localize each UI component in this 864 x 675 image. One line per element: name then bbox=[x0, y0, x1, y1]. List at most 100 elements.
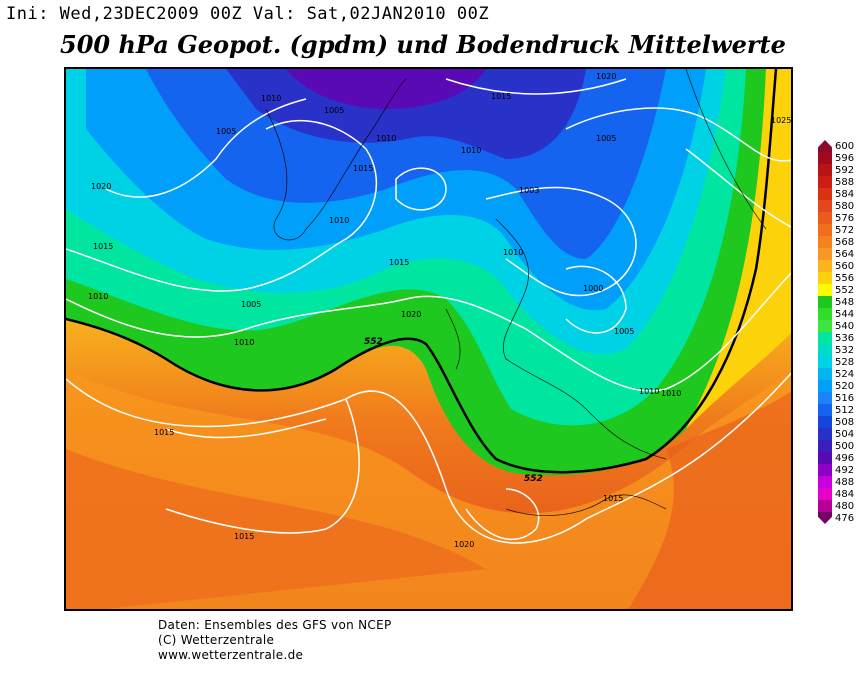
colorbar-swatch bbox=[818, 320, 832, 332]
isobar-label: 1025 bbox=[771, 116, 791, 125]
colorbar-level-label: 564 bbox=[835, 249, 855, 260]
colorbar-swatch bbox=[818, 260, 832, 272]
colorbar-level-label: 592 bbox=[835, 165, 855, 176]
colorbar-level-label: 484 bbox=[835, 489, 855, 500]
colorbar-swatch bbox=[818, 368, 832, 380]
isobar-label: 1005 bbox=[614, 327, 634, 336]
colorbar-level-label: 576 bbox=[835, 213, 855, 224]
isobar-label: 1005 bbox=[216, 127, 236, 136]
colorbar-level-label: 520 bbox=[835, 381, 855, 392]
colorbar-swatch bbox=[818, 512, 832, 524]
colorbar-swatch bbox=[818, 464, 832, 476]
colorbar-swatch bbox=[818, 380, 832, 392]
isobar-label: 1020 bbox=[454, 540, 474, 549]
colorbar-swatch bbox=[818, 236, 832, 248]
isobar-label: 1015 bbox=[389, 258, 409, 267]
isobar-label: 1010 bbox=[261, 94, 281, 103]
isobars bbox=[66, 78, 791, 544]
website: www.wetterzentrale.de bbox=[158, 648, 304, 662]
colorbar-swatch bbox=[818, 140, 832, 152]
colorbar-swatch bbox=[818, 308, 832, 320]
colorbar-level-label: 548 bbox=[835, 297, 855, 308]
data-source: Daten: Ensembles des GFS von NCEP bbox=[158, 618, 392, 632]
isobar-label: 1010 bbox=[376, 134, 396, 143]
coastlines bbox=[265, 69, 767, 516]
isobar-label: 1020 bbox=[91, 182, 111, 191]
colorbar-swatch bbox=[818, 212, 832, 224]
colorbar-swatch bbox=[818, 296, 832, 308]
colorbar-level-label: 568 bbox=[835, 237, 855, 248]
colorbar-swatch bbox=[818, 452, 832, 464]
colorbar-swatch bbox=[818, 284, 832, 296]
contour-552 bbox=[66, 69, 778, 474]
contour-552-label: 552 bbox=[524, 474, 543, 484]
copyright: (C) Wetterzentrale bbox=[158, 633, 275, 647]
colorbar-level-label: 552 bbox=[835, 285, 855, 296]
colorbar-swatch bbox=[818, 356, 832, 368]
colorbar-level-label: 504 bbox=[835, 429, 855, 440]
map-canvas: 1020 1010 1005 1015 1005 1010 1005 1010 … bbox=[66, 69, 791, 609]
isobar-label: 1015 bbox=[234, 532, 254, 541]
isobar-label: 1010 bbox=[639, 387, 659, 396]
isobar-label: 1005 bbox=[324, 106, 344, 115]
colorbar-level-label: 556 bbox=[835, 273, 855, 284]
isobar-label: 1000 bbox=[583, 284, 603, 293]
colorbar-swatch bbox=[818, 392, 832, 404]
colorbar-level-label: 572 bbox=[835, 225, 855, 236]
colorbar-level-label: 480 bbox=[835, 501, 855, 512]
chart-title: 500 hPa Geopot. (gpdm) und Bodendruck Mi… bbox=[60, 30, 786, 59]
isobar-label: 1010 bbox=[661, 389, 681, 398]
colorbar-level-label: 516 bbox=[835, 393, 855, 404]
colorbar-swatch bbox=[818, 224, 832, 236]
colorbar-level-label: 524 bbox=[835, 369, 855, 380]
isobar-label: 1010 bbox=[88, 292, 108, 301]
colorbar-level-label: 528 bbox=[835, 357, 855, 368]
colorbar-swatch bbox=[818, 152, 832, 164]
colorbar-level-label: 508 bbox=[835, 417, 855, 428]
colorbar-swatch bbox=[818, 188, 832, 200]
colorbar-swatch bbox=[818, 176, 832, 188]
isobar-label: 1015 bbox=[154, 428, 174, 437]
colorbar-level-label: 492 bbox=[835, 465, 855, 476]
colorbar-swatch bbox=[818, 416, 832, 428]
isobar-label: 1015 bbox=[93, 242, 113, 251]
colorbar-level-label: 544 bbox=[835, 309, 855, 320]
colorbar-level-label: 540 bbox=[835, 321, 855, 332]
isobar-label: 1010 bbox=[503, 248, 523, 257]
colorbar-level-label: 476 bbox=[835, 513, 855, 524]
yellow-east bbox=[686, 69, 791, 429]
colorbar-swatch bbox=[818, 428, 832, 440]
colorbar-level-label: 580 bbox=[835, 201, 855, 212]
pressure-labels: 1020 1010 1005 1015 1005 1010 1005 1010 … bbox=[88, 72, 791, 549]
colorbar-level-label: 560 bbox=[835, 261, 855, 272]
colorbar-level-label: 600 bbox=[835, 141, 855, 152]
colorbar-level-label: 532 bbox=[835, 345, 855, 356]
east-orange bbox=[628, 391, 791, 609]
colorbar-swatch bbox=[818, 200, 832, 212]
colorbar-swatch bbox=[818, 272, 832, 284]
isobar-label: 1010 bbox=[329, 216, 349, 225]
deep-orange-band bbox=[66, 449, 486, 609]
run-info: Ini: Wed,23DEC2009 00Z Val: Sat,02JAN201… bbox=[6, 4, 490, 24]
contour-552-label: 552 bbox=[364, 337, 383, 347]
isobar-label: 1005 bbox=[241, 300, 261, 309]
purple-core bbox=[286, 69, 486, 109]
isobar-label: 1003 bbox=[519, 186, 539, 195]
colorbar-swatch bbox=[818, 344, 832, 356]
isobar-label: 1015 bbox=[491, 92, 511, 101]
colorbar-swatch bbox=[818, 440, 832, 452]
colorbar-level-label: 596 bbox=[835, 153, 855, 164]
colorbar-swatch bbox=[818, 488, 832, 500]
isobar-label: 1015 bbox=[353, 164, 373, 173]
isobar-label: 1015 bbox=[603, 494, 623, 503]
colorbar-swatch bbox=[818, 332, 832, 344]
colorbar-swatch bbox=[818, 404, 832, 416]
colorbar-swatch bbox=[818, 248, 832, 260]
isobar-label: 1020 bbox=[401, 310, 421, 319]
colorbar-level-label: 584 bbox=[835, 189, 855, 200]
geopotential-labels: 552 552 bbox=[364, 337, 543, 484]
colorbar-swatch bbox=[818, 476, 832, 488]
colorbar-level-label: 512 bbox=[835, 405, 855, 416]
isobar-label: 1010 bbox=[461, 146, 481, 155]
colorbar-level-label: 488 bbox=[835, 477, 855, 488]
